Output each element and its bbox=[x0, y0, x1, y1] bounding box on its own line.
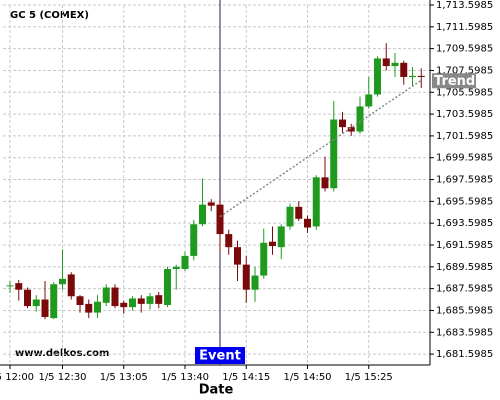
candle-body bbox=[286, 206, 294, 227]
trend-label: Trend bbox=[434, 74, 475, 89]
candle-body bbox=[260, 242, 268, 276]
trend-line bbox=[219, 79, 422, 218]
candle-body bbox=[94, 301, 101, 313]
candle-body bbox=[234, 247, 241, 265]
candle-body bbox=[172, 266, 180, 269]
y-tick-label: 1,707.5985 bbox=[436, 65, 493, 76]
candle-body bbox=[111, 287, 119, 307]
x-tick-label: 1/5 12:30 bbox=[38, 372, 86, 383]
x-tick-label: 1/5 14:15 bbox=[222, 372, 270, 383]
candle-body bbox=[146, 296, 154, 304]
candle-body bbox=[137, 298, 145, 304]
y-tick-label: 1,693.5985 bbox=[436, 218, 493, 229]
candle-body bbox=[67, 274, 75, 297]
candle-body bbox=[216, 204, 224, 235]
candle-body bbox=[347, 127, 355, 132]
candle-body bbox=[225, 234, 233, 248]
candle-body bbox=[155, 295, 163, 304]
candle-body bbox=[304, 218, 311, 228]
candle-body bbox=[356, 106, 364, 132]
y-tick-label: 1,691.5985 bbox=[436, 240, 493, 251]
candle-body bbox=[251, 275, 259, 290]
candle-body bbox=[400, 62, 408, 77]
y-tick-label: 1,709.5985 bbox=[436, 44, 493, 55]
x-tick-label: 1/5 15:25 bbox=[345, 372, 393, 383]
x-axis-label: Date bbox=[199, 383, 234, 398]
candle-body bbox=[6, 285, 14, 287]
candle-body bbox=[41, 299, 49, 317]
y-tick-label: 1,711.5985 bbox=[436, 22, 493, 33]
y-tick-label: 1,687.5985 bbox=[436, 284, 493, 295]
candle-body bbox=[199, 204, 206, 225]
candle-body bbox=[242, 264, 250, 290]
candle-body bbox=[312, 177, 320, 227]
x-tick-label: 1/5 13:05 bbox=[100, 372, 148, 383]
candle-body bbox=[102, 287, 110, 303]
event-box bbox=[195, 347, 245, 364]
candle-body bbox=[339, 119, 346, 128]
y-tick-label: 1,695.5985 bbox=[436, 196, 493, 207]
y-tick-label: 1,703.5985 bbox=[436, 109, 493, 120]
y-tick-label: 1,683.5985 bbox=[436, 327, 493, 338]
y-tick-label: 1,705.5985 bbox=[436, 87, 493, 98]
watermark: www.delkos.com bbox=[15, 348, 109, 359]
y-tick-label: 1,713.5985 bbox=[436, 0, 493, 11]
candle-body bbox=[24, 289, 31, 307]
candle-body bbox=[409, 75, 416, 77]
candle-body bbox=[321, 177, 329, 189]
y-tick-label: 1,689.5985 bbox=[436, 262, 493, 273]
y-tick-label: 1,681.5985 bbox=[436, 349, 493, 360]
candle-body bbox=[374, 58, 381, 95]
x-tick-label: 1/5 13:40 bbox=[161, 372, 209, 383]
x-tick-label: 1/5 12:00 bbox=[0, 372, 34, 383]
trend-box bbox=[432, 73, 476, 89]
x-tick-label: 1/5 14:50 bbox=[283, 372, 331, 383]
candle-body bbox=[269, 241, 276, 247]
y-tick-label: 1,685.5985 bbox=[436, 305, 493, 316]
candle-body bbox=[15, 283, 23, 290]
candle-body bbox=[207, 202, 215, 206]
candle-body bbox=[59, 278, 66, 285]
y-tick-label: 1,701.5985 bbox=[436, 131, 493, 142]
chart-title: GC 5 (COMEX) bbox=[10, 10, 89, 21]
candle-body bbox=[190, 224, 198, 256]
candle-body bbox=[129, 298, 136, 308]
candle-body bbox=[32, 299, 40, 307]
candle-body bbox=[120, 302, 128, 308]
candle-body bbox=[365, 94, 373, 107]
candle-body bbox=[181, 255, 189, 269]
candle-body bbox=[417, 75, 425, 77]
candle-body bbox=[85, 303, 93, 313]
y-tick-label: 1,697.5985 bbox=[436, 175, 493, 186]
candle-body bbox=[295, 206, 303, 219]
candle-body bbox=[330, 119, 338, 189]
candle-body bbox=[391, 62, 399, 67]
event-label: Event bbox=[199, 349, 241, 364]
candle-body bbox=[382, 58, 390, 67]
candle-body bbox=[164, 268, 171, 305]
candle-body bbox=[76, 296, 84, 305]
y-tick-label: 1,699.5985 bbox=[436, 153, 493, 164]
candle-body bbox=[50, 284, 58, 319]
candle-body bbox=[277, 226, 285, 248]
